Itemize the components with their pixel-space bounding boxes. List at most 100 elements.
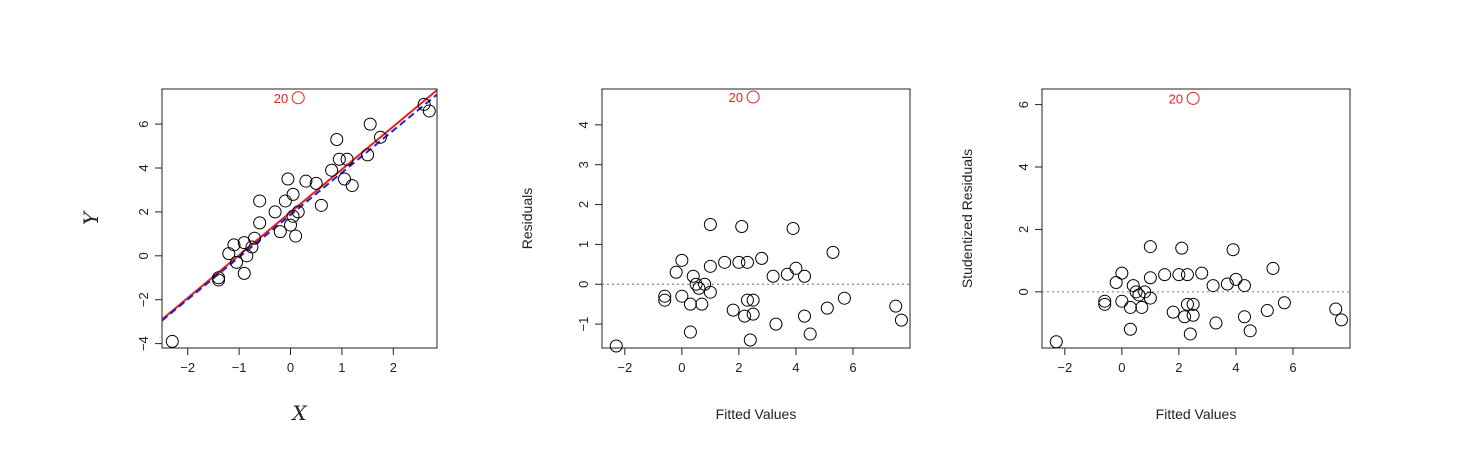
data-point bbox=[1049, 335, 1063, 349]
fit-line-solid bbox=[162, 89, 437, 321]
data-point bbox=[675, 289, 689, 303]
fit-line-dashed bbox=[162, 93, 437, 322]
data-point bbox=[1123, 300, 1137, 314]
data-point bbox=[889, 299, 903, 313]
plot-frame bbox=[1041, 88, 1351, 349]
data-point bbox=[284, 218, 298, 232]
data-point bbox=[286, 209, 300, 223]
x-tick-label: 6 bbox=[849, 360, 856, 375]
data-point bbox=[683, 297, 697, 311]
outlier-point bbox=[1186, 91, 1200, 105]
data-point bbox=[1115, 294, 1129, 308]
data-point bbox=[683, 325, 697, 339]
outlier-label: 20 bbox=[274, 91, 288, 106]
x-axis-label: Fitted Values bbox=[1156, 406, 1237, 422]
data-point bbox=[726, 303, 740, 317]
data-point bbox=[237, 266, 251, 280]
data-point bbox=[286, 187, 300, 201]
data-point bbox=[738, 309, 752, 323]
data-point bbox=[325, 163, 339, 177]
data-point bbox=[769, 317, 783, 331]
data-point bbox=[746, 293, 760, 307]
outlier-label: 20 bbox=[729, 90, 743, 105]
data-point bbox=[703, 217, 717, 231]
data-point bbox=[1143, 240, 1157, 254]
data-point bbox=[363, 117, 377, 131]
data-point bbox=[1129, 285, 1143, 299]
data-point bbox=[227, 238, 241, 252]
outlier-point bbox=[746, 90, 760, 104]
y-tick-label: 0 bbox=[1016, 288, 1031, 295]
data-point bbox=[253, 216, 267, 230]
data-point bbox=[268, 205, 282, 219]
data-point bbox=[740, 293, 754, 307]
data-point bbox=[278, 194, 292, 208]
data-point bbox=[837, 291, 851, 305]
data-point bbox=[1237, 310, 1251, 324]
y-tick-label: 4 bbox=[576, 121, 591, 128]
x-axis-label: X bbox=[290, 401, 307, 425]
y-axis-label: Studentized Residuals bbox=[959, 149, 975, 288]
data-point bbox=[1186, 308, 1200, 322]
y-tick-label: 1 bbox=[576, 241, 591, 248]
data-point bbox=[703, 285, 717, 299]
data-point bbox=[1175, 241, 1189, 255]
data-point bbox=[1172, 268, 1186, 282]
data-point bbox=[1229, 272, 1243, 286]
x-axis-label: Fitted Values bbox=[716, 406, 797, 422]
data-point bbox=[309, 176, 323, 190]
data-point bbox=[766, 269, 780, 283]
y-tick-label: 2 bbox=[136, 208, 151, 215]
data-point bbox=[755, 251, 769, 265]
panel-studentized-residuals-vs-fitted: −2 0 2 4 6 0 2 4 6 Fitted Values Studentized Resid… bbox=[959, 88, 1351, 422]
data-point bbox=[1260, 304, 1274, 318]
data-point bbox=[1178, 310, 1192, 324]
data-point bbox=[718, 255, 732, 269]
panel-residuals-vs-fitted: −2 0 2 4 6 −1 0 1 2 3 4 Fitted Values Residuals 20 bbox=[519, 88, 911, 422]
x-tick-label: 2 bbox=[1175, 360, 1182, 375]
data-point bbox=[803, 327, 817, 341]
data-point bbox=[273, 225, 287, 239]
x-tick-label: 0 bbox=[678, 360, 685, 375]
data-point bbox=[1180, 268, 1194, 282]
data-point bbox=[746, 307, 760, 321]
data-point bbox=[314, 198, 328, 212]
outlier-label: 20 bbox=[1169, 91, 1183, 106]
data-point bbox=[1226, 243, 1240, 257]
data-point bbox=[1098, 294, 1112, 308]
data-point bbox=[345, 179, 359, 193]
data-point bbox=[248, 231, 262, 245]
data-point bbox=[609, 339, 623, 353]
data-point bbox=[361, 148, 375, 162]
data-point bbox=[658, 289, 672, 303]
data-point bbox=[658, 293, 672, 307]
data-point bbox=[417, 97, 431, 111]
data-point bbox=[1237, 279, 1251, 293]
data-point bbox=[253, 194, 267, 208]
panel-y-vs-x: −2 −1 0 1 2 −4 −2 0 2 4 6 X Y 20 bbox=[79, 88, 438, 425]
data-point bbox=[797, 309, 811, 323]
data-point bbox=[1206, 279, 1220, 293]
data-point bbox=[786, 221, 800, 235]
x-tick-label: −2 bbox=[180, 360, 195, 375]
data-point bbox=[299, 174, 313, 188]
data-point bbox=[675, 253, 689, 267]
y-tick-label: 3 bbox=[576, 161, 591, 168]
data-point bbox=[735, 219, 749, 233]
y-tick-label: 6 bbox=[136, 121, 151, 128]
data-point bbox=[1158, 268, 1172, 282]
data-point bbox=[1329, 302, 1343, 316]
data-point bbox=[1186, 297, 1200, 311]
data-point bbox=[1209, 316, 1223, 330]
data-point bbox=[789, 261, 803, 275]
plot-frame bbox=[161, 88, 438, 349]
data-point bbox=[1243, 324, 1257, 338]
x-tick-label: 2 bbox=[390, 360, 397, 375]
data-point bbox=[797, 269, 811, 283]
data-point bbox=[780, 267, 794, 281]
y-tick-label: −4 bbox=[136, 336, 151, 351]
data-point bbox=[1195, 266, 1209, 280]
data-point bbox=[1277, 296, 1291, 310]
data-point bbox=[332, 152, 346, 166]
